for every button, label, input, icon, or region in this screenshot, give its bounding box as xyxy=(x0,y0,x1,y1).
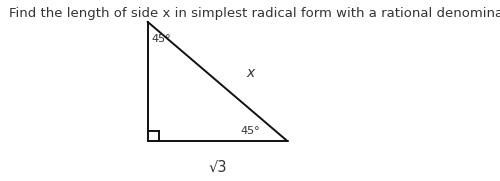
Text: 45°: 45° xyxy=(240,126,260,136)
Text: x: x xyxy=(246,66,254,80)
Text: 45°: 45° xyxy=(152,34,171,44)
Text: Find the length of side x in simplest radical form with a rational denominator.: Find the length of side x in simplest ra… xyxy=(9,7,500,20)
Text: √3: √3 xyxy=(208,159,227,174)
